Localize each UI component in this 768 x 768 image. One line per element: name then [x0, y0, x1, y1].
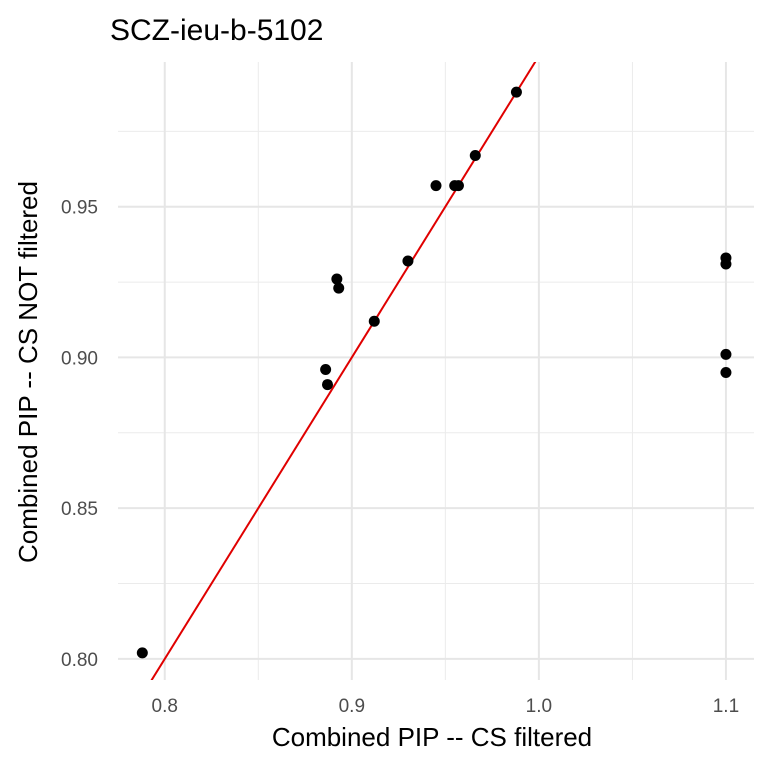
data-point — [402, 255, 414, 267]
x-axis-tick-labels: 0.8 0.9 1.0 1.1 — [152, 696, 740, 717]
data-point — [720, 348, 732, 360]
data-point — [368, 315, 380, 327]
y-axis-tick-labels: 0.80 0.85 0.90 0.95 — [61, 198, 98, 671]
major-gridlines — [118, 62, 754, 680]
data-points — [136, 86, 732, 659]
data-point — [136, 647, 148, 659]
minor-gridlines — [118, 62, 754, 680]
y-axis-title: Combined PIP -- CS NOT filtered — [13, 181, 43, 563]
x-tick-label: 1.1 — [713, 696, 739, 717]
data-point — [452, 180, 464, 192]
reference-line — [150, 62, 537, 680]
y-tick-label: 0.90 — [61, 348, 98, 369]
data-point — [320, 363, 332, 375]
data-point — [720, 367, 732, 379]
x-tick-label: 0.8 — [152, 696, 178, 717]
data-point — [333, 282, 345, 294]
y-tick-label: 0.80 — [61, 650, 98, 671]
data-point — [322, 379, 334, 391]
x-tick-label: 0.9 — [339, 696, 365, 717]
x-tick-label: 1.0 — [526, 696, 552, 717]
data-point — [469, 149, 481, 161]
data-point — [331, 273, 343, 285]
data-point — [720, 258, 732, 270]
data-point — [430, 180, 442, 192]
data-point — [510, 86, 522, 98]
reference-line-group — [150, 62, 537, 680]
chart-title: SCZ-ieu-b-5102 — [110, 14, 323, 47]
y-tick-label: 0.85 — [61, 499, 98, 520]
x-axis-title: Combined PIP -- CS filtered — [272, 722, 592, 752]
y-tick-label: 0.95 — [61, 198, 98, 219]
